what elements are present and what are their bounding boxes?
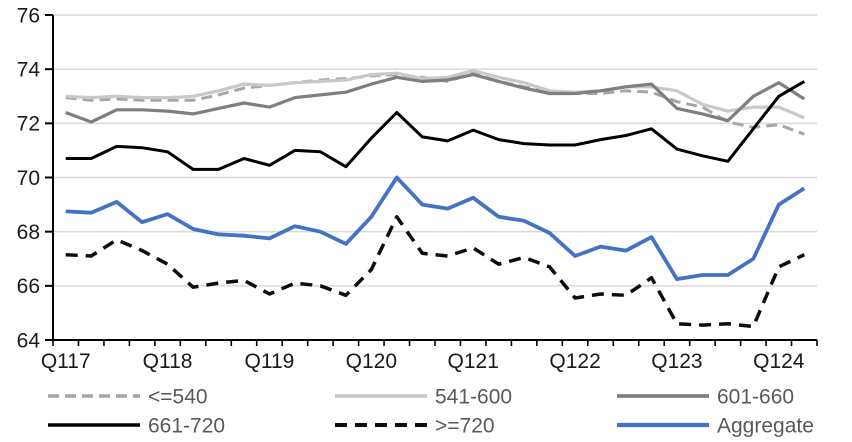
series-line-661720: [65, 80, 806, 171]
legend-item-601660: 601-660: [617, 385, 794, 408]
legend-label: 661-720: [148, 414, 225, 437]
x-tick-label: Q120: [346, 350, 397, 373]
x-tick-label: Q118: [143, 350, 193, 373]
legend-item-Aggregate: Aggregate: [617, 414, 814, 437]
y-axis: 64 66 68 70 72 74 76: [17, 4, 54, 352]
legend-item-540: <=540: [48, 385, 208, 408]
y-tick-label: 72: [17, 113, 40, 136]
legend-item-661720: 661-720: [48, 414, 225, 437]
series-line-Aggregate: [65, 175, 806, 281]
legend: <=540 541-600 601-660 661-720 >=720 Aggregate: [48, 385, 814, 437]
legend-label: >=720: [435, 414, 495, 437]
x-axis: Q117 Q118 Q119 Q120 Q121 Q122 Q123 Q124: [41, 339, 818, 373]
legend-label: Aggregate: [717, 414, 814, 437]
legend-item-720: >=720: [335, 414, 495, 437]
y-tick-label: 68: [17, 221, 40, 244]
x-tick-label: Q123: [651, 350, 702, 373]
series-lines: [65, 68, 806, 329]
series-line-540: [65, 71, 805, 136]
legend-label: 601-660: [717, 385, 794, 408]
x-tick-label: Q117: [41, 350, 91, 373]
x-tick-label: Q121: [448, 350, 499, 373]
y-tick-label: 66: [17, 275, 40, 298]
legend-label: <=540: [148, 385, 208, 408]
x-tick-label: Q122: [549, 350, 600, 373]
legend-label: 541-600: [435, 385, 512, 408]
x-tick-label: Q119: [245, 350, 295, 373]
y-tick-label: 64: [17, 329, 41, 352]
series-line-601660: [65, 73, 806, 124]
legend-item-541600: 541-600: [335, 385, 512, 408]
y-tick-label: 74: [17, 59, 41, 82]
series-line-541600: [65, 68, 805, 120]
series-line-720: [65, 215, 806, 329]
x-tick-label: Q124: [753, 350, 805, 373]
y-tick-label: 76: [17, 4, 40, 27]
y-tick-label: 70: [17, 167, 40, 190]
gridlines: [53, 14, 817, 287]
